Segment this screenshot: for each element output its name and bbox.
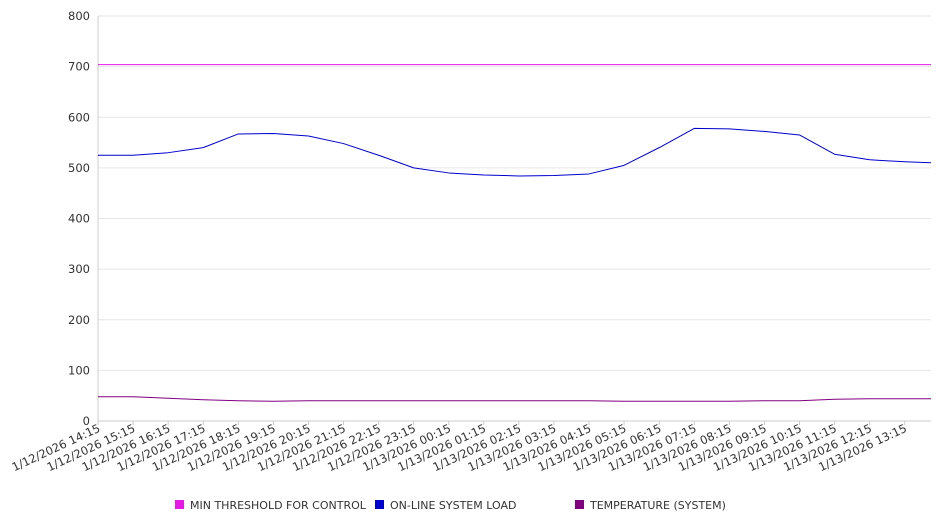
series-line-1 (98, 127, 932, 177)
legend-label: TEMPERATURE (SYSTEM) (589, 499, 726, 512)
y-tick-label: 600 (68, 110, 90, 124)
x-axis-ticks: 1/12/2026 14:151/12/2026 15:151/12/2026 … (10, 421, 909, 474)
legend-label: ON-LINE SYSTEM LOAD (390, 499, 516, 512)
legend-swatch (375, 500, 384, 509)
legend-swatch (175, 500, 184, 509)
grid-lines (98, 15, 931, 371)
y-tick-label: 100 (68, 363, 90, 377)
y-tick-label: 200 (68, 313, 90, 327)
series-lines (98, 64, 932, 402)
y-axis-ticks: 0 100 200 300 400 500 600 700 800 (68, 9, 90, 428)
legend-label: MIN THRESHOLD FOR CONTROL (190, 499, 367, 512)
y-tick-label: 500 (68, 161, 90, 175)
y-tick-label: 0 (83, 414, 90, 428)
y-tick-label: 700 (68, 60, 90, 74)
series-line-2 (98, 396, 931, 402)
y-tick-label: 400 (68, 212, 90, 226)
legend-swatch (575, 500, 584, 509)
legend: MIN THRESHOLD FOR CONTROL ON-LINE SYSTEM … (175, 499, 726, 512)
y-tick-label: 300 (68, 262, 90, 276)
y-tick-label: 800 (68, 9, 90, 23)
